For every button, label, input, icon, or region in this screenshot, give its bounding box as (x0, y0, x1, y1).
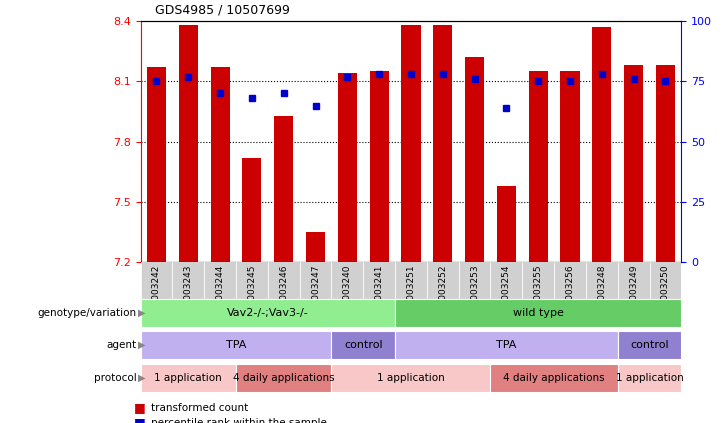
Text: 1 application: 1 application (616, 373, 684, 383)
Bar (332, 364, 490, 392)
Bar (560, 71, 580, 262)
Bar (236, 364, 332, 392)
Text: ■: ■ (134, 401, 146, 414)
Text: ▶: ▶ (138, 308, 146, 318)
Bar (370, 71, 389, 262)
Text: wild type: wild type (513, 308, 564, 318)
Text: protocol: protocol (94, 373, 137, 383)
Bar (338, 74, 357, 262)
Bar (306, 232, 325, 262)
Text: GSM1003244: GSM1003244 (216, 264, 225, 324)
Text: Vav2-/-;Vav3-/-: Vav2-/-;Vav3-/- (227, 308, 309, 318)
Text: GSM1003252: GSM1003252 (438, 264, 447, 325)
Bar (242, 158, 262, 262)
Bar (211, 67, 230, 262)
Bar (402, 25, 420, 262)
Bar (141, 364, 236, 392)
Bar (586, 262, 618, 328)
Bar (618, 262, 650, 328)
Text: GSM1003240: GSM1003240 (343, 264, 352, 325)
Text: GSM1003247: GSM1003247 (311, 264, 320, 325)
Text: GSM1003249: GSM1003249 (629, 264, 638, 325)
Bar (650, 262, 681, 328)
Text: 1 application: 1 application (154, 373, 222, 383)
Bar (395, 331, 618, 359)
Bar (395, 299, 681, 327)
Text: genotype/variation: genotype/variation (38, 308, 137, 318)
Text: GSM1003241: GSM1003241 (375, 264, 384, 325)
Text: GSM1003243: GSM1003243 (184, 264, 193, 325)
Bar (497, 186, 516, 262)
Text: control: control (344, 340, 383, 350)
Text: 4 daily applications: 4 daily applications (503, 373, 605, 383)
Text: GSM1003256: GSM1003256 (565, 264, 575, 325)
Bar (147, 67, 166, 262)
Text: GSM1003254: GSM1003254 (502, 264, 511, 325)
Bar (618, 331, 681, 359)
Bar (459, 262, 490, 328)
Text: GSM1003251: GSM1003251 (407, 264, 415, 325)
Bar (624, 66, 643, 262)
Text: transformed count: transformed count (151, 403, 249, 413)
Bar (490, 262, 522, 328)
Text: GSM1003246: GSM1003246 (279, 264, 288, 325)
Text: 1 application: 1 application (377, 373, 445, 383)
Text: GSM1003248: GSM1003248 (597, 264, 606, 325)
Text: GSM1003253: GSM1003253 (470, 264, 479, 325)
Bar (522, 262, 554, 328)
Bar (172, 262, 204, 328)
Bar (332, 331, 395, 359)
Text: ■: ■ (134, 416, 146, 423)
Bar (204, 262, 236, 328)
Bar (267, 262, 300, 328)
Text: ▶: ▶ (138, 373, 146, 383)
Text: GSM1003255: GSM1003255 (534, 264, 543, 325)
Bar (592, 27, 611, 262)
Bar (554, 262, 586, 328)
Bar (300, 262, 332, 328)
Text: GSM1003242: GSM1003242 (152, 264, 161, 324)
Bar (274, 115, 293, 262)
Bar (141, 262, 172, 328)
Bar (363, 262, 395, 328)
Bar (427, 262, 459, 328)
Text: GDS4985 / 10507699: GDS4985 / 10507699 (155, 4, 290, 17)
Text: TPA: TPA (226, 340, 246, 350)
Bar (236, 262, 267, 328)
Text: percentile rank within the sample: percentile rank within the sample (151, 418, 327, 423)
Text: control: control (630, 340, 669, 350)
Bar (141, 331, 332, 359)
Text: ▶: ▶ (138, 340, 146, 350)
Bar (395, 262, 427, 328)
Text: 4 daily applications: 4 daily applications (233, 373, 335, 383)
Bar (490, 364, 618, 392)
Bar (528, 71, 548, 262)
Text: agent: agent (107, 340, 137, 350)
Bar (433, 25, 452, 262)
Bar (179, 25, 198, 262)
Bar (332, 262, 363, 328)
Bar (465, 58, 484, 262)
Text: GSM1003250: GSM1003250 (661, 264, 670, 325)
Bar (656, 66, 675, 262)
Text: TPA: TPA (496, 340, 516, 350)
Bar (141, 299, 395, 327)
Text: GSM1003245: GSM1003245 (247, 264, 257, 325)
Bar (618, 364, 681, 392)
